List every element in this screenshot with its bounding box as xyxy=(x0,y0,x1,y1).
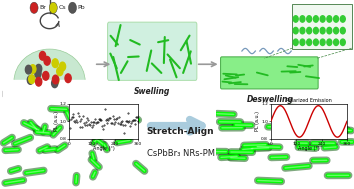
Circle shape xyxy=(44,57,50,65)
Circle shape xyxy=(293,16,298,22)
X-axis label: Angle (°): Angle (°) xyxy=(93,146,114,151)
Circle shape xyxy=(293,39,298,46)
Y-axis label: PL (a.u.): PL (a.u.) xyxy=(256,112,261,131)
Circle shape xyxy=(320,16,325,22)
Bar xyxy=(9,91,90,101)
Y-axis label: PL (a.u.): PL (a.u.) xyxy=(54,112,59,131)
Circle shape xyxy=(327,16,332,22)
Circle shape xyxy=(53,76,59,85)
Circle shape xyxy=(313,39,318,46)
Circle shape xyxy=(293,27,298,34)
Circle shape xyxy=(327,27,332,34)
Circle shape xyxy=(300,39,305,46)
Circle shape xyxy=(307,16,312,22)
Text: Br: Br xyxy=(39,5,46,10)
Circle shape xyxy=(307,27,312,34)
Text: Pb: Pb xyxy=(78,5,85,10)
Text: Stretch-Align: Stretch-Align xyxy=(147,127,215,136)
Circle shape xyxy=(43,71,49,80)
FancyBboxPatch shape xyxy=(108,22,197,80)
Text: Swelling: Swelling xyxy=(134,87,170,96)
Ellipse shape xyxy=(14,49,85,114)
Circle shape xyxy=(340,16,345,22)
Circle shape xyxy=(320,39,325,46)
FancyBboxPatch shape xyxy=(292,4,352,49)
Circle shape xyxy=(52,75,59,84)
Circle shape xyxy=(68,2,76,13)
Circle shape xyxy=(65,74,71,83)
Circle shape xyxy=(333,27,338,34)
Circle shape xyxy=(27,76,34,84)
Text: Cs: Cs xyxy=(58,5,66,10)
Title: Polarized Emission: Polarized Emission xyxy=(286,98,332,103)
Circle shape xyxy=(340,27,345,34)
Circle shape xyxy=(35,77,42,86)
Circle shape xyxy=(30,2,38,13)
Circle shape xyxy=(300,27,305,34)
Circle shape xyxy=(57,67,63,76)
Circle shape xyxy=(340,39,345,46)
Circle shape xyxy=(333,16,338,22)
Circle shape xyxy=(313,27,318,34)
Circle shape xyxy=(52,79,58,88)
Circle shape xyxy=(59,62,65,71)
Circle shape xyxy=(300,16,305,22)
Circle shape xyxy=(52,59,58,67)
Bar xyxy=(3,80,96,102)
Circle shape xyxy=(35,64,42,73)
Circle shape xyxy=(49,2,57,13)
Polygon shape xyxy=(3,91,9,101)
Circle shape xyxy=(313,16,318,22)
Text: Deswelling: Deswelling xyxy=(246,95,293,104)
Circle shape xyxy=(327,39,332,46)
Polygon shape xyxy=(90,91,96,101)
Circle shape xyxy=(333,39,338,46)
FancyBboxPatch shape xyxy=(221,57,318,89)
Circle shape xyxy=(320,27,325,34)
Circle shape xyxy=(30,65,36,73)
X-axis label: Angle (°): Angle (°) xyxy=(298,146,320,151)
Circle shape xyxy=(35,69,41,78)
Circle shape xyxy=(307,39,312,46)
Circle shape xyxy=(25,65,32,74)
Text: CsPbBr₃ NRs-PM: CsPbBr₃ NRs-PM xyxy=(147,149,215,158)
Circle shape xyxy=(39,51,46,60)
Circle shape xyxy=(29,75,35,84)
